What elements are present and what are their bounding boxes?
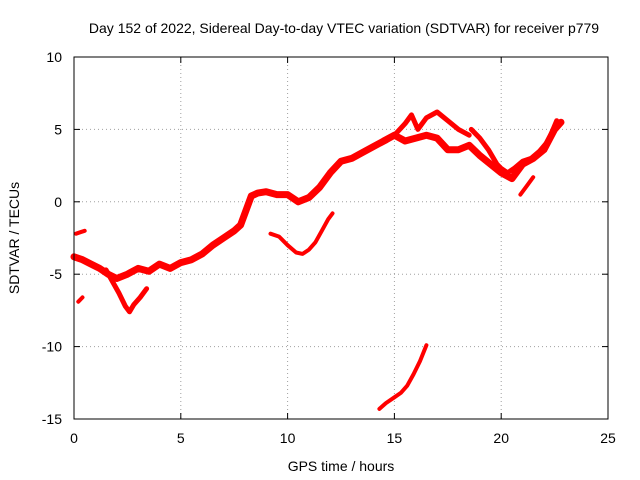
x-tick-label: 20	[493, 430, 509, 446]
y-tick-label: 10	[46, 49, 62, 65]
x-tick-label: 10	[280, 430, 296, 446]
series-early-segment	[74, 228, 87, 236]
x-axis-label: GPS time / hours	[288, 458, 395, 474]
series-dip-branch	[103, 267, 150, 315]
data-traces	[70, 109, 565, 411]
series-main-track	[70, 118, 565, 282]
series-right-spur	[518, 175, 536, 197]
y-tick-label: -5	[50, 266, 63, 282]
x-tick-label: 0	[70, 430, 78, 446]
series-low-segment	[377, 343, 429, 411]
y-tick-label: -10	[42, 339, 62, 355]
y-axis-label: SDTVAR / TECUs	[6, 182, 22, 294]
grid-lines	[74, 57, 608, 419]
x-tick-label: 15	[387, 430, 403, 446]
y-tick-label: 5	[54, 121, 62, 137]
axis-ticks: 0 5 10 15 20 25 -15 -10 -5 0 5 10	[42, 49, 616, 446]
x-tick-label: 25	[600, 430, 616, 446]
plot-frame	[73, 56, 609, 420]
chart-title: Day 152 of 2022, Sidereal Day-to-day VTE…	[89, 20, 599, 36]
x-tick-label: 5	[177, 430, 185, 446]
series-upper-branch	[374, 109, 472, 148]
series-early-outlier	[76, 295, 85, 304]
series-arc-segment	[268, 211, 335, 256]
y-tick-label: 0	[54, 194, 62, 210]
series-mid-branch	[468, 118, 560, 176]
y-tick-label: -15	[42, 411, 62, 427]
